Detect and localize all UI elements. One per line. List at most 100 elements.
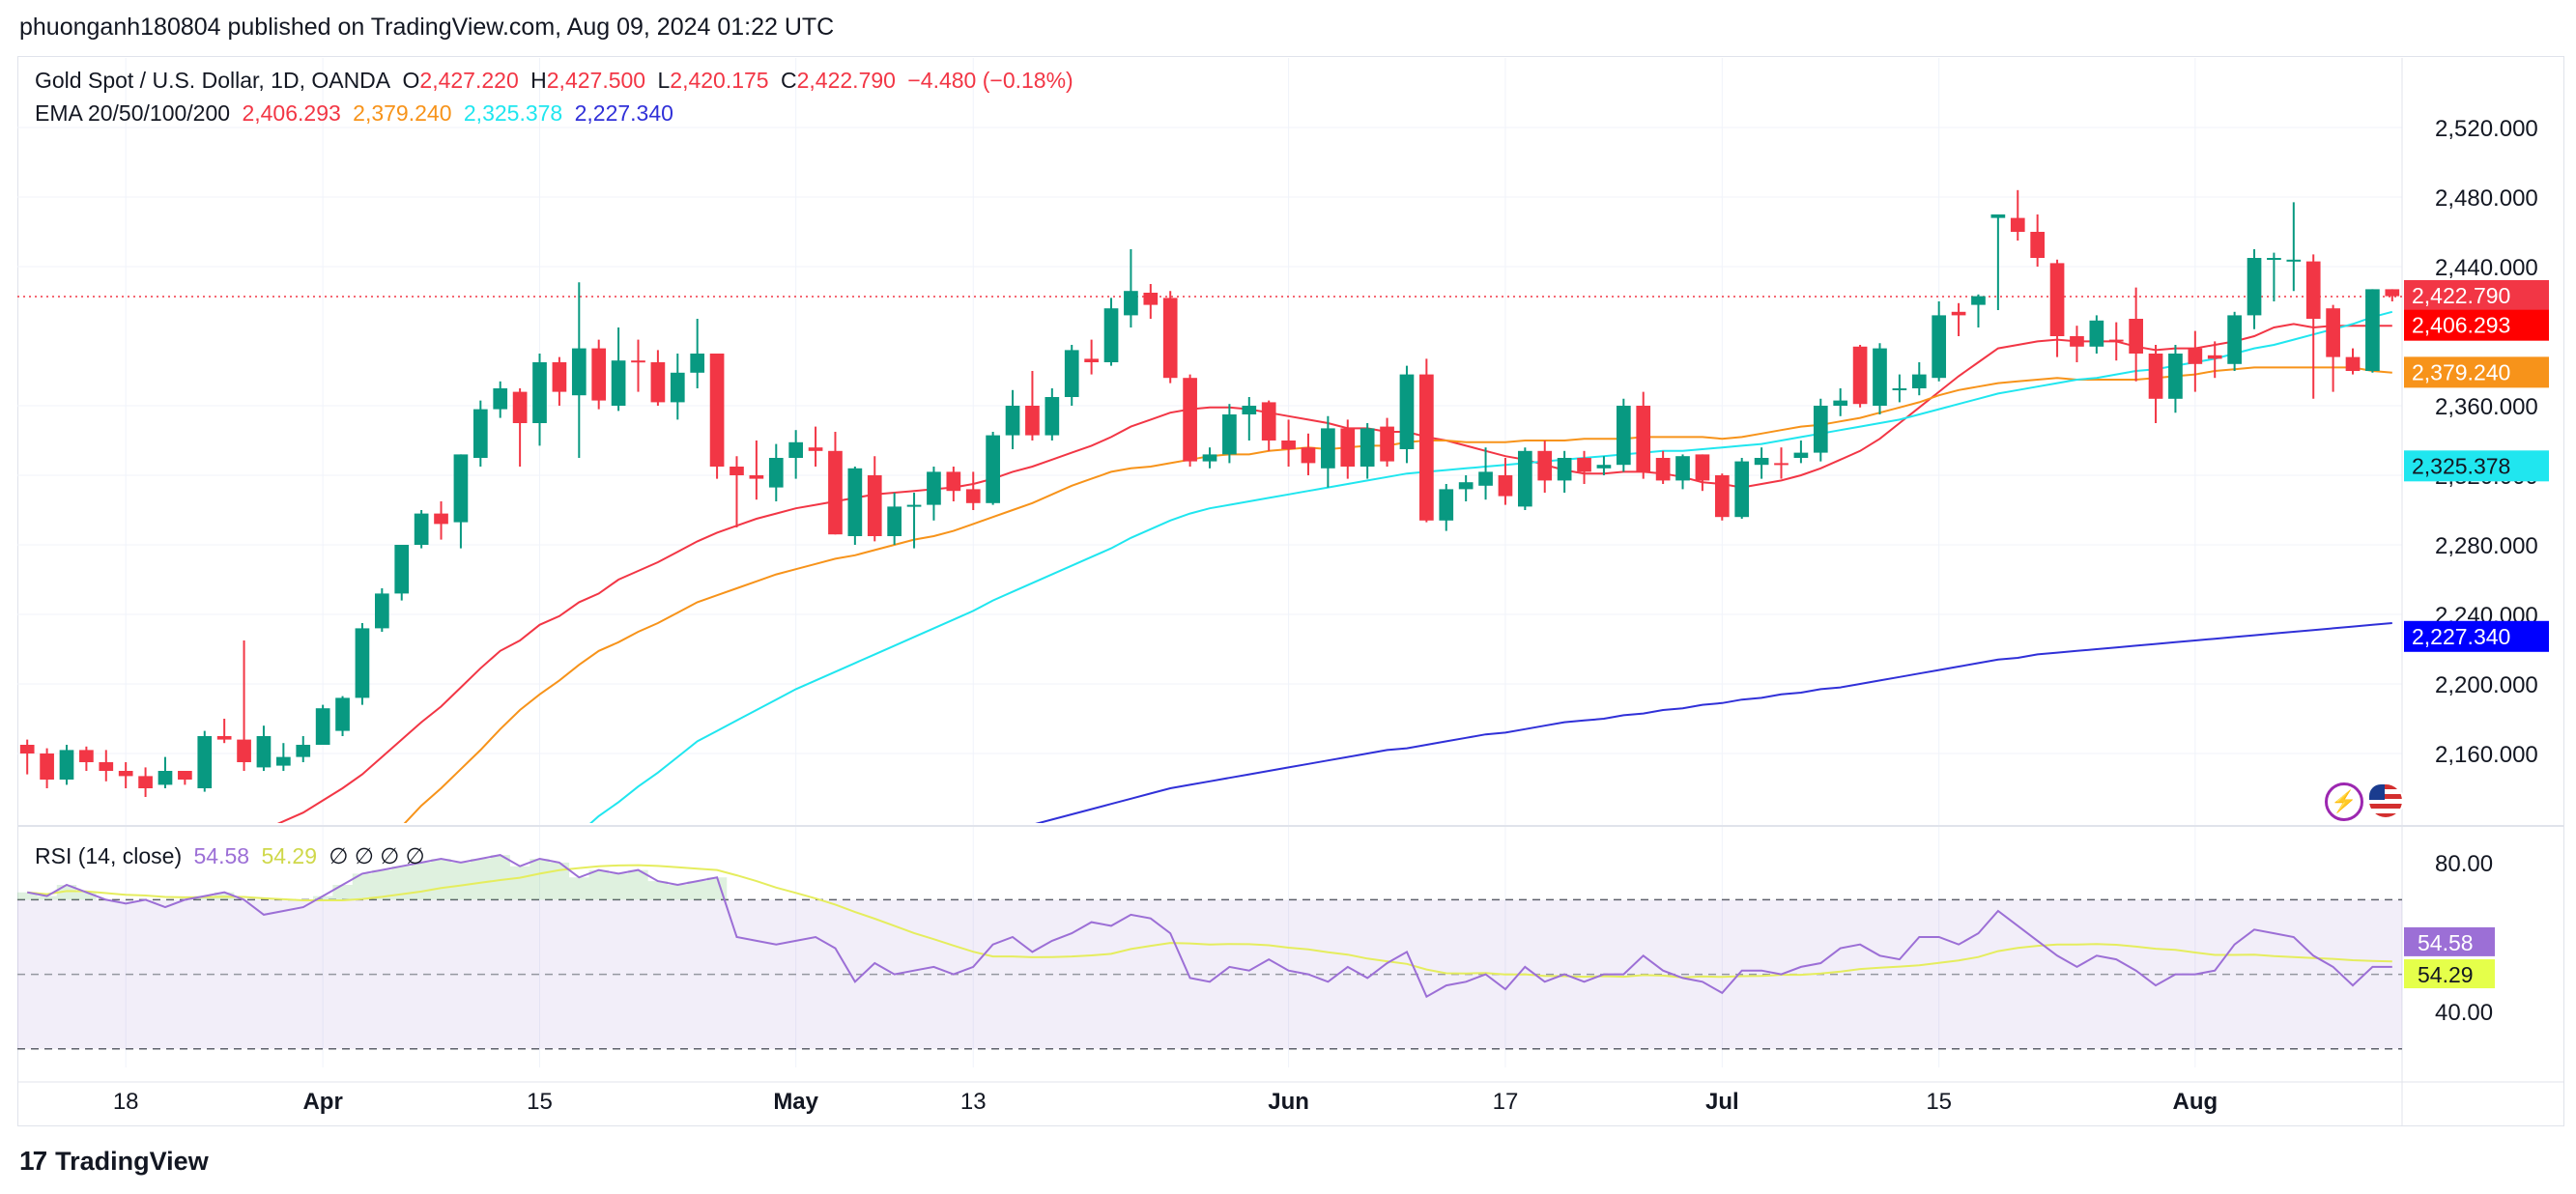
brand-name: TradingView xyxy=(55,1146,209,1176)
candle-body xyxy=(493,388,508,410)
rsi-na-marks: ∅ ∅ ∅ ∅ xyxy=(329,843,425,868)
candle-body xyxy=(434,513,448,525)
us-flag-icon[interactable] xyxy=(2367,782,2404,819)
rsi-badge xyxy=(2404,959,2495,989)
candle-body xyxy=(808,447,823,451)
candle-body xyxy=(986,435,1000,503)
candle-body xyxy=(946,471,961,492)
candle-body xyxy=(315,708,330,745)
rsi-ma-line xyxy=(27,864,2392,979)
candle-body xyxy=(2286,259,2302,262)
candle-body xyxy=(138,776,153,788)
ema-label[interactable]: EMA 20/50/100/200 xyxy=(35,100,231,126)
candle-body xyxy=(1439,489,1454,521)
candle-body xyxy=(414,513,429,545)
candle-body xyxy=(965,489,981,503)
candle-body xyxy=(2030,232,2046,258)
time-tick-label: 17 xyxy=(1493,1089,1519,1115)
price-tick-label: 2,520.000 xyxy=(2435,116,2538,142)
candle-body xyxy=(690,354,705,373)
candle-body xyxy=(1025,406,1040,436)
high-label: H xyxy=(530,68,547,93)
candle-body xyxy=(1675,456,1690,481)
candle-body xyxy=(99,762,114,771)
candle-body xyxy=(453,454,469,523)
price-tick-label: 2,280.000 xyxy=(2435,533,2538,559)
tradingview-logo-icon: 17 xyxy=(19,1146,47,1176)
candle-body xyxy=(374,593,389,629)
candle-body xyxy=(571,348,587,396)
candle-body xyxy=(730,467,744,475)
candle-body xyxy=(1419,374,1434,521)
candle-body xyxy=(2089,320,2104,347)
open-label: O xyxy=(402,68,420,93)
price-badge-label: 2,406.293 xyxy=(2412,313,2510,338)
candle-body xyxy=(2148,354,2163,399)
candle-body xyxy=(1498,475,1513,497)
chart-frame xyxy=(17,56,2564,1126)
candle-body xyxy=(1833,400,1848,406)
time-tick-label: May xyxy=(773,1089,818,1115)
candle-body xyxy=(1183,378,1197,462)
candle-body xyxy=(1005,406,1020,436)
candle-body xyxy=(2129,319,2143,354)
candle-body xyxy=(1242,406,1257,414)
candle-body xyxy=(1734,461,1750,518)
candle-body xyxy=(1596,465,1612,469)
symbol-title[interactable]: Gold Spot / U.S. Dollar, 1D, OANDA xyxy=(35,68,391,93)
time-tick-label: 15 xyxy=(527,1089,553,1115)
candle-body xyxy=(178,771,192,780)
price-badge xyxy=(2404,309,2549,341)
candle-body xyxy=(867,475,882,536)
price-tick-label: 2,360.000 xyxy=(2435,394,2538,420)
candle-body xyxy=(1399,374,1415,449)
tradingview-brand[interactable]: 17 TradingView xyxy=(19,1146,209,1177)
ohlc-legend: Gold Spot / U.S. Dollar, 1D, OANDA O 2,42… xyxy=(35,68,1079,94)
candle-body xyxy=(1714,475,1730,518)
time-tick-label: 18 xyxy=(113,1089,139,1115)
candle-body xyxy=(2227,315,2242,364)
candle-body xyxy=(670,372,685,403)
candle-body xyxy=(611,360,626,406)
candle-body xyxy=(1143,293,1159,305)
candle-body xyxy=(40,753,54,780)
candle-body xyxy=(631,360,645,363)
rsi-overbought-fill xyxy=(17,855,728,900)
candle-body xyxy=(1971,296,1986,305)
candle-body xyxy=(709,354,725,467)
candle-body xyxy=(1380,426,1394,462)
rsi-tick-label: 80.00 xyxy=(2435,851,2493,877)
publish-line: phuonganh180804 published on TradingView… xyxy=(19,14,835,41)
price-badge-label: 2,227.340 xyxy=(2412,624,2510,649)
candle-body xyxy=(1340,428,1356,467)
candle-body xyxy=(1557,458,1572,481)
candle-body xyxy=(1951,311,1966,316)
candle-body xyxy=(2188,348,2203,364)
rsi-label[interactable]: RSI (14, close) xyxy=(35,843,183,868)
candle-body xyxy=(1636,406,1651,472)
candle-body xyxy=(1162,298,1178,379)
candle-body xyxy=(1301,447,1316,464)
lightning-icon[interactable]: ⚡ xyxy=(2325,782,2363,821)
candle-body xyxy=(1990,214,2006,218)
candle-body xyxy=(1202,454,1217,462)
candle-body xyxy=(1655,458,1671,481)
candle-body xyxy=(2305,261,2321,319)
candle-body xyxy=(1124,291,1138,316)
candle-body xyxy=(1616,406,1631,466)
candle-body xyxy=(1911,374,1927,388)
candle-body xyxy=(532,362,547,423)
high-value: 2,427.500 xyxy=(546,68,646,93)
candle-body xyxy=(1852,346,1868,405)
candle-body xyxy=(650,362,666,403)
price-badge-label: 2,422.790 xyxy=(2412,283,2510,308)
price-badge-label: 2,325.378 xyxy=(2412,453,2510,478)
candle-body xyxy=(2385,289,2400,297)
candle-body xyxy=(1478,471,1493,486)
candle-body xyxy=(1084,358,1099,362)
time-tick-label: Aug xyxy=(2173,1089,2218,1115)
candle-body xyxy=(2108,339,2124,342)
candle-body xyxy=(296,745,311,757)
candle-body xyxy=(394,545,410,594)
